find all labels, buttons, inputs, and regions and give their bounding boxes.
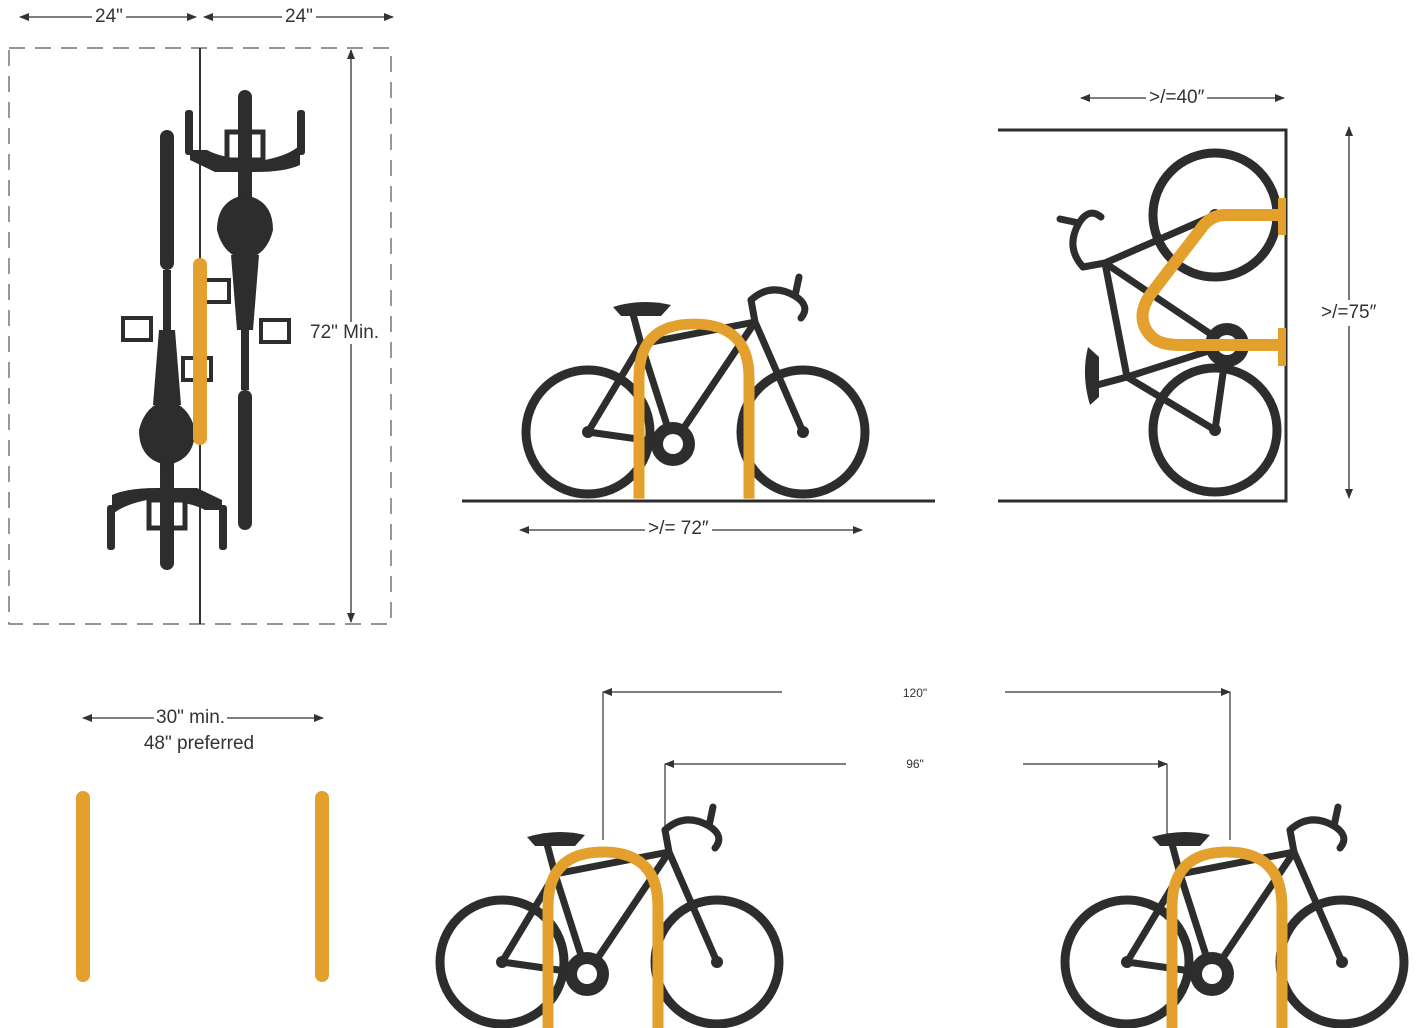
double-outer-label: 120" [902,686,928,700]
wall-depth-label: >/=40″ [1146,87,1208,109]
top-width-left-label: 24" [92,6,126,28]
bike-top-left [107,130,227,570]
side-length-label: >/= 72″ [645,518,712,540]
bike-hanging [1060,153,1277,492]
top-length-label: 72" Min. [308,322,382,344]
wall-height-label: >/=75″ [1320,300,1378,326]
spacing-min-label: 30" min. [154,707,228,729]
side-view [462,277,935,534]
bike-double-left [440,807,779,1024]
bike-side [526,277,865,494]
double-inner-label: 96" [906,757,924,771]
top-width-right-label: 24" [282,6,316,28]
double-view [440,688,1404,1028]
bike-double-right [1065,807,1404,1024]
spacing-preferred-label: 48" preferred [143,733,255,754]
top-view [8,13,394,625]
wall-outline [998,128,1288,503]
spacing-view [76,714,329,982]
wall-hook [1136,209,1282,351]
wall-view [998,94,1353,503]
